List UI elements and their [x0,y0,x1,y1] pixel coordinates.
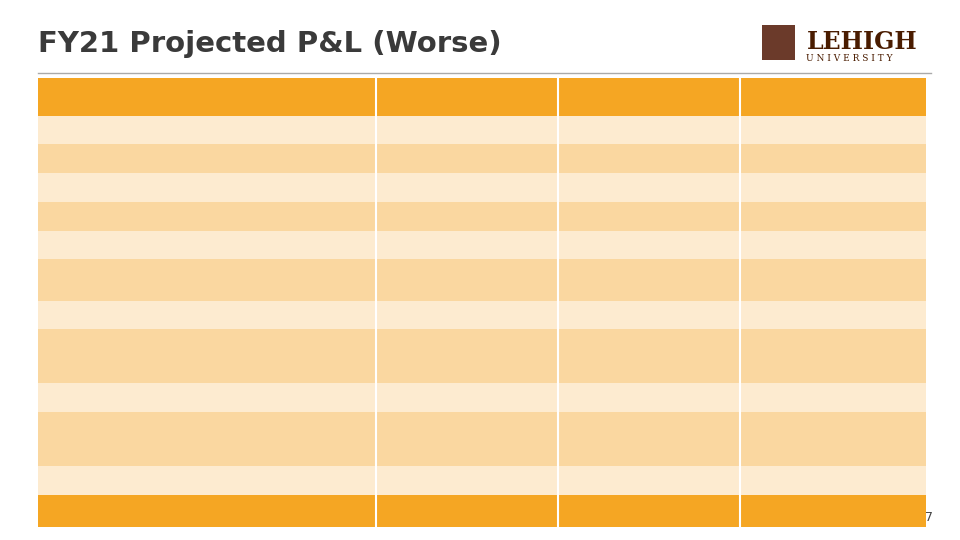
Text: Total Margin Impact: Total Margin Impact [45,505,163,516]
Text: -$11.6M: -$11.6M [877,310,920,320]
Text: FY21 Full Year: FY21 Full Year [786,91,880,104]
Text: Single Rooms: Single Rooms [662,240,733,250]
Text: -$23.4M: -$23.4M [503,505,551,516]
Text: U N I V E R S I T Y: U N I V E R S I T Y [806,54,893,63]
Text: FY21 Projected P&L (Worse): FY21 Projected P&L (Worse) [38,30,502,58]
Text: -$5.7M: -$5.7M [516,310,551,320]
Text: Discount Rate: Discount Rate [45,183,118,192]
Text: $49,310 (42% of class): $49,310 (42% of class) [613,154,733,164]
Text: 4,825: 4,825 [704,125,733,135]
Text: 7: 7 [925,511,933,524]
Text: -$0.8M: -$0.8M [698,393,733,403]
Text: 42% Remote: 42% Remote [667,211,733,221]
Text: -$8.7M: -$8.7M [884,352,920,361]
Text: -$29.3M: -$29.3M [685,505,733,516]
Text: Single Rooms: Single Rooms [850,240,920,250]
Text: On Campus/Remote: On Campus/Remote [45,211,150,221]
Text: -$5.6M: -$5.6M [697,281,733,291]
Text: -$1.6M: -$1.6M [884,393,920,403]
Text: Housing Configuration: Housing Configuration [45,240,162,250]
Text: -$0.8M: -$0.8M [516,393,551,403]
Text: Other Margin Impacts (Gifts, Investments): Other Margin Impacts (Gifts, Investments… [45,476,265,485]
Text: -$2.3M: -$2.3M [516,281,551,291]
Text: -$17.0M: -$17.0M [877,434,920,444]
Text: -$2.9M: -$2.9M [516,476,551,485]
Text: FY21 Spring: FY21 Spring [609,91,689,104]
Text: Single Rooms: Single Rooms [481,240,551,250]
Text: -$4.3M: -$4.3M [516,352,551,361]
Text: 5,025: 5,025 [521,125,551,135]
Text: FY21 Fall: FY21 Fall [437,91,497,104]
Text: -$3.0M: -$3.0M [698,476,733,485]
Text: 42% Remote: 42% Remote [485,211,551,221]
Text: LEHIGH: LEHIGH [806,30,917,53]
Text: Undergraduate Tuition: Undergraduate Tuition [45,154,161,164]
Text: -$5.9M: -$5.9M [697,310,733,320]
Text: -$4.4M: -$4.4M [697,352,733,361]
Text: 40.6%: 40.6% [887,183,920,192]
Text: $49,310 (42% of class): $49,310 (42% of class) [431,154,551,164]
Text: Undergraduate Margin Decline – 10% Remote Tuition Decrease: Undergraduate Margin Decline – 10% Remot… [45,310,373,320]
Text: 4,925: 4,925 [890,125,920,135]
Text: 40.6%: 40.6% [700,183,733,192]
Text: -$7.4M: -$7.4M [516,434,551,444]
Text: Covid-19 Related Operating Expenses: Covid-19 Related Operating Expenses [45,434,243,444]
Text: Housing Margin Decline: Housing Margin Decline [45,352,169,361]
Text: -$7.9M: -$7.9M [884,281,920,291]
Text: Undergraduate Enrollment: Undergraduate Enrollment [45,125,184,135]
Bar [762,25,795,60]
Text: Undergraduate Margin Decline – Enrollment Decline: Undergraduate Margin Decline – Enrollmen… [45,281,317,291]
Text: -$9.6M: -$9.6M [697,434,733,444]
Text: 42% Remote: 42% Remote [853,211,920,221]
Text: -$5.9M: -$5.9M [884,476,920,485]
Text: $52,488: $52,488 [876,154,920,164]
Text: 40.6%: 40.6% [518,183,551,192]
Text: -$52.7M: -$52.7M [872,505,920,516]
Text: Other Student Tuition & Fees: Other Student Tuition & Fees [45,393,195,403]
